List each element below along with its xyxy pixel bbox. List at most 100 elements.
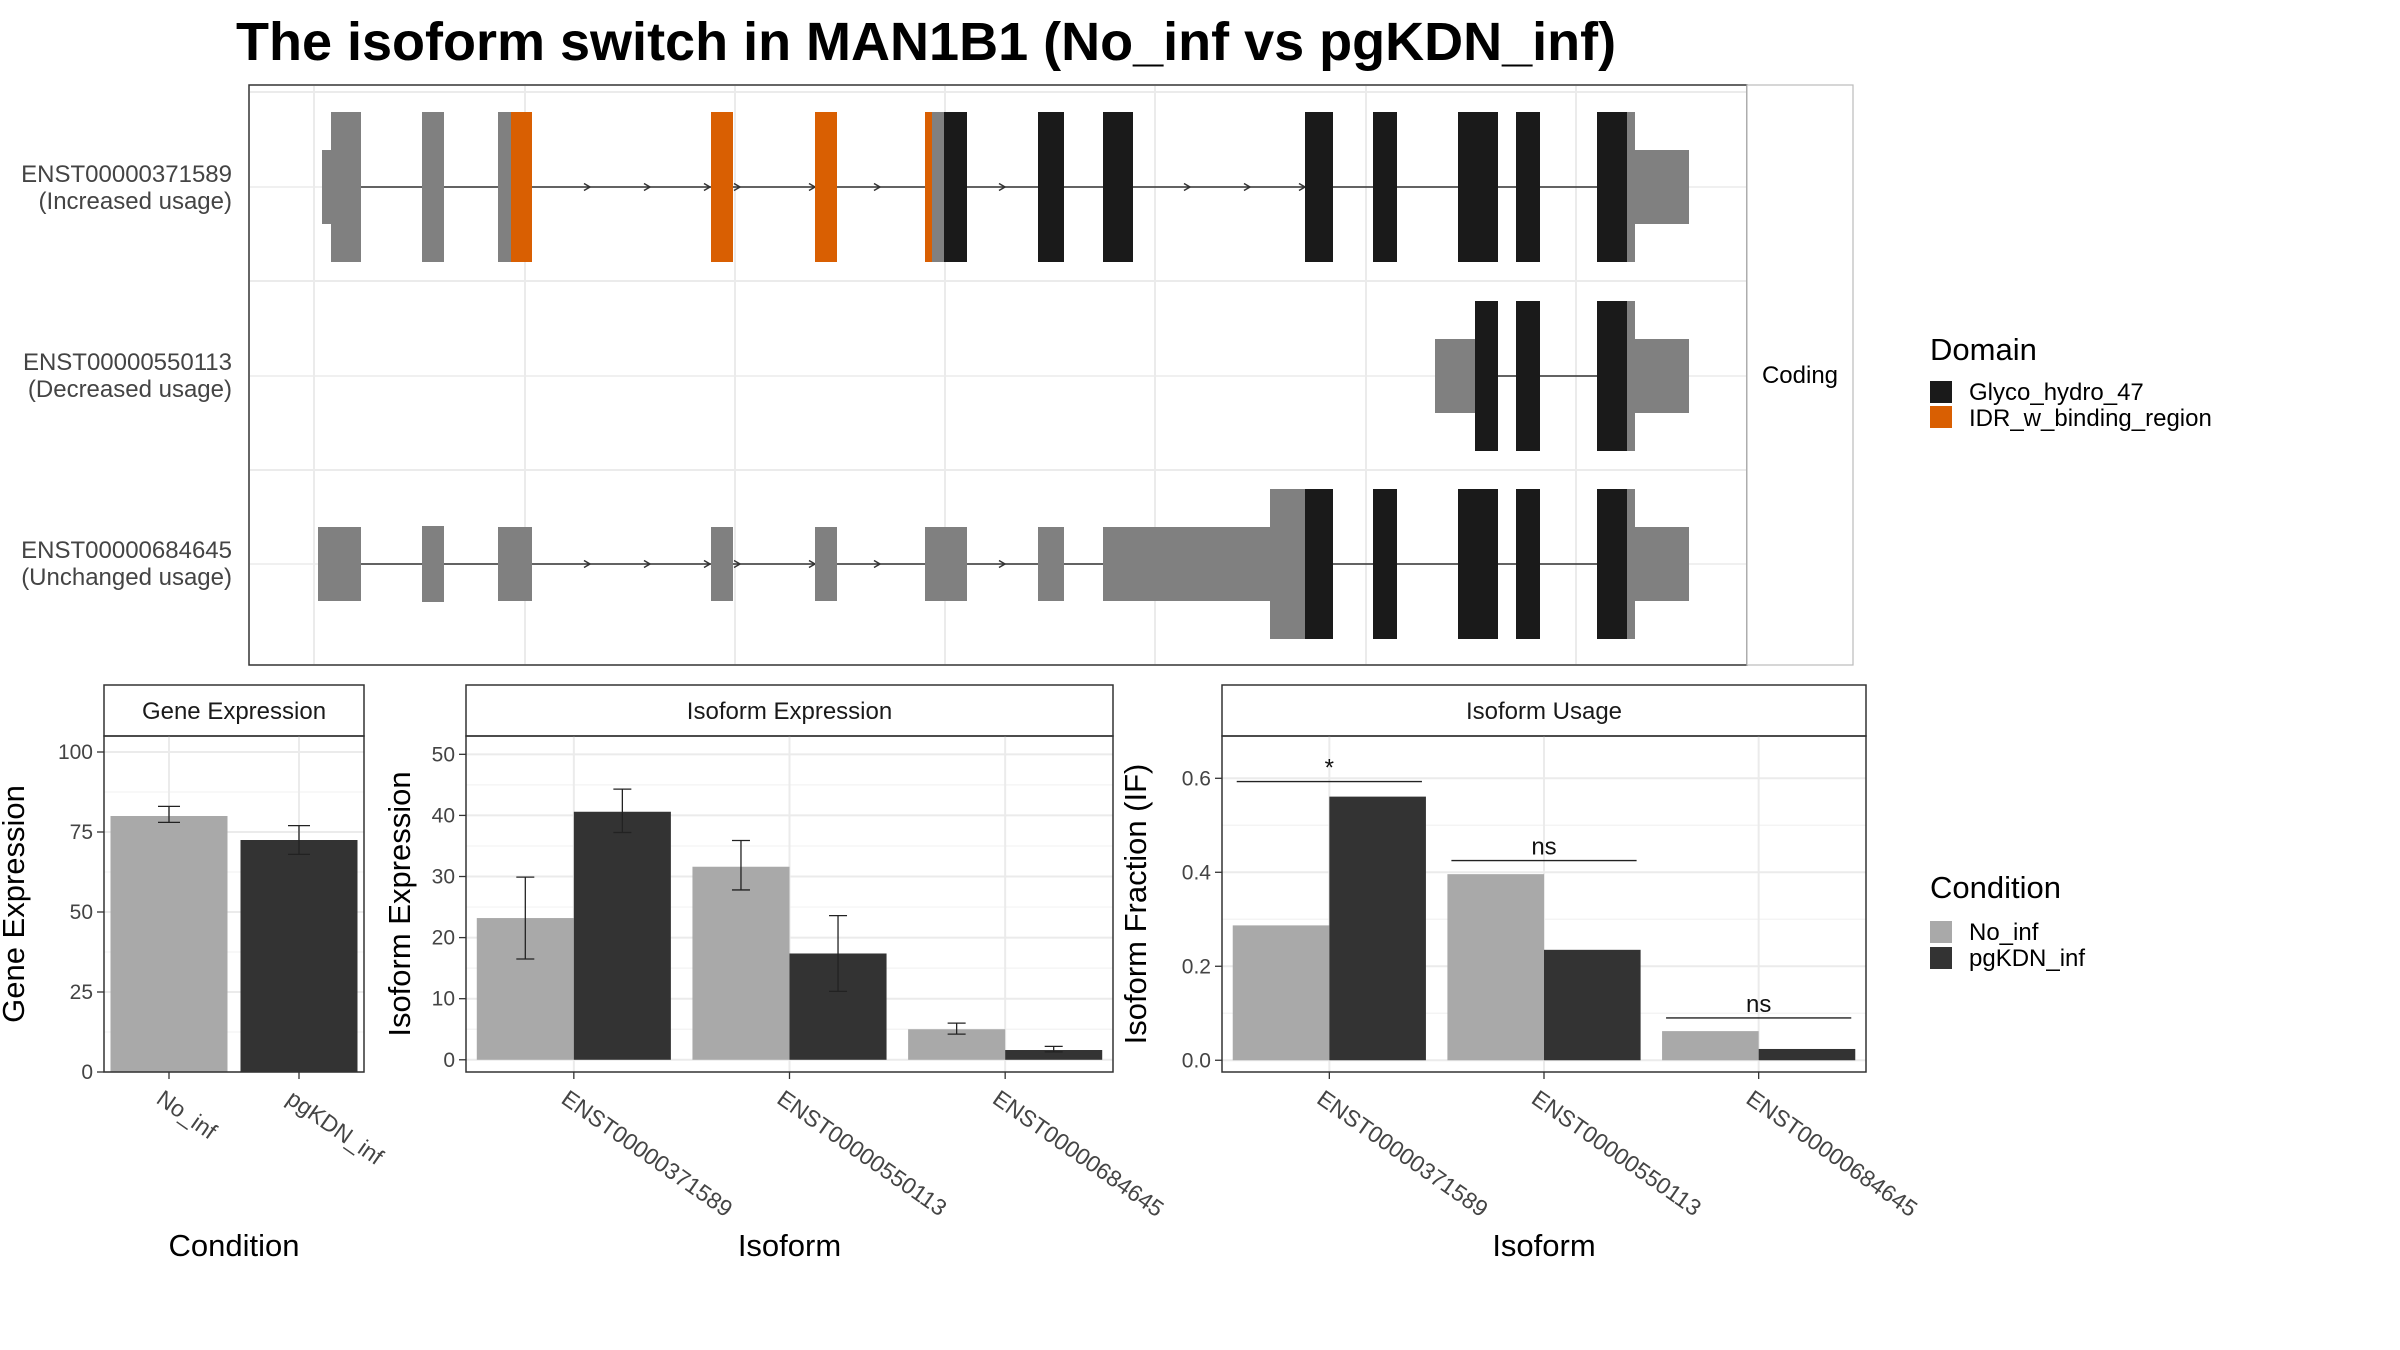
bar-pgKDN_inf-ENST00000371589 xyxy=(1329,796,1426,1061)
intron-arrow-3-8 xyxy=(998,559,1007,569)
exon-1-3 xyxy=(422,112,444,262)
y-axis-title: Isoform Expression xyxy=(382,771,417,1036)
legend-swatch-no-inf xyxy=(1930,921,1952,943)
exon-1-7 xyxy=(815,112,837,262)
y-tick-label: 75 xyxy=(70,821,93,844)
intron-arrow-1-8 xyxy=(998,182,1007,192)
condition-legend-title: Condition xyxy=(1930,870,2061,905)
exon-1-10 xyxy=(944,112,967,262)
legend-swatch-pgkdn-inf xyxy=(1930,947,1952,969)
bar-pgKDN_inf-ENST00000684645 xyxy=(1005,1050,1103,1060)
y-tick-label: 50 xyxy=(70,901,93,924)
exon-3-11 xyxy=(1373,489,1397,639)
exon-1-8 xyxy=(925,112,932,262)
exon-3-14 xyxy=(1597,489,1627,639)
condition-legend: Condition No_inf pgKDN_inf xyxy=(1930,870,2085,972)
x-tick-label: ENST00000550113 xyxy=(1527,1085,1706,1221)
x-axis-title: Condition xyxy=(169,1228,300,1263)
exon-3-3 xyxy=(498,527,532,601)
intron-arrow-1-9 xyxy=(1183,182,1192,192)
bar-No_inf-ENST00000550113 xyxy=(1447,874,1544,1061)
exon-1-4 xyxy=(498,112,511,262)
transcript-label-2: ENST00000550113 xyxy=(23,349,232,376)
exon-3-8 xyxy=(1103,527,1270,601)
y-tick-label: 0 xyxy=(443,1049,455,1072)
exon-1-13 xyxy=(1305,112,1333,262)
y-tick-label: 0.2 xyxy=(1182,955,1211,978)
intron-arrow-1-3 xyxy=(703,182,712,192)
exon-1-15 xyxy=(1458,112,1498,262)
bar-No_inf-ENST00000684645 xyxy=(1662,1031,1759,1061)
panel-bars xyxy=(110,805,358,1072)
y-tick-label: 0 xyxy=(81,1061,93,1084)
structure-exons xyxy=(318,112,1689,639)
exon-3-15 xyxy=(1627,489,1635,639)
x-tick-label: pgKDN_inf xyxy=(282,1085,389,1170)
transcript-label-3: ENST00000684645 xyxy=(21,537,232,564)
figure-title: The isoform switch in MAN1B1 (No_inf vs … xyxy=(236,12,1616,72)
exon-2-6 xyxy=(1635,339,1689,413)
x-axis-title: Isoform xyxy=(1492,1228,1595,1263)
bar-pgKDN_inf-ENST00000371589 xyxy=(573,811,671,1060)
exon-3-12 xyxy=(1458,489,1498,639)
y-axis-title: Gene Expression xyxy=(0,785,31,1023)
exon-1-12 xyxy=(1103,112,1133,262)
transcript-usage-3: (Unchanged usage) xyxy=(21,564,232,591)
gene-expression-panel: Gene Expression 0 25 50 75 100 No_inf pgKDN_inf… xyxy=(0,684,389,1263)
x-tick-label: ENST00000371589 xyxy=(1312,1085,1492,1222)
exon-1-1 xyxy=(322,150,332,224)
legend-label-pgkdn-inf: pgKDN_inf xyxy=(1969,945,2085,972)
intron-arrow-3-2 xyxy=(643,559,652,569)
y-tick-label: 20 xyxy=(432,927,455,950)
x-tick-label: ENST00000684645 xyxy=(1742,1085,1922,1222)
domain-legend: Domain Glyco_hydro_47 IDR_w_binding_regi… xyxy=(1930,332,2212,432)
y-tick-label: 50 xyxy=(432,743,455,766)
legend-label-idr: IDR_w_binding_region xyxy=(1969,405,2212,432)
intron-arrow-1-2 xyxy=(643,182,652,192)
exon-3-9 xyxy=(1270,489,1305,639)
exon-3-6 xyxy=(925,527,967,601)
y-tick-label: 25 xyxy=(70,981,93,1004)
y-tick-label: 0.0 xyxy=(1182,1049,1211,1072)
intron-arrow-3-3 xyxy=(703,559,712,569)
exon-1-5 xyxy=(511,112,532,262)
bar-No_inf-ENST00000371589 xyxy=(1232,925,1330,1061)
panel-strip-label: Gene Expression xyxy=(142,698,326,725)
exon-2-4 xyxy=(1597,301,1627,451)
exon-3-5 xyxy=(815,527,837,601)
intron-arrow-3-4 xyxy=(733,559,742,569)
transcript-structure-panel: Coding ENST00000371589 (Increased usage)… xyxy=(21,84,1854,666)
significance-label-1: * xyxy=(1325,755,1334,782)
x-tick-label: ENST00000371589 xyxy=(557,1085,737,1222)
y-tick-label: 30 xyxy=(432,866,455,889)
intron-arrow-1-1 xyxy=(583,182,592,192)
panel-bars xyxy=(1232,796,1856,1061)
exon-1-2 xyxy=(331,112,361,262)
panel-strip-label: Isoform Usage xyxy=(1466,698,1622,725)
y-axis-title: Isoform Fraction (IF) xyxy=(1118,764,1153,1045)
significance-label-2: ns xyxy=(1531,834,1556,861)
bar-No_inf xyxy=(110,816,228,1072)
bar-No_inf-ENST00000550113 xyxy=(692,866,790,1060)
exon-3-10 xyxy=(1305,489,1333,639)
intron-arrow-3-6 xyxy=(873,559,882,569)
exon-1-19 xyxy=(1635,150,1689,224)
exon-3-7 xyxy=(1038,527,1064,601)
transcript-label-1: ENST00000371589 xyxy=(21,161,232,188)
domain-legend-title: Domain xyxy=(1930,332,2037,367)
exon-3-2 xyxy=(422,526,444,602)
exon-1-17 xyxy=(1597,112,1627,262)
exon-2-1 xyxy=(1435,339,1475,413)
x-tick-label: No_inf xyxy=(152,1085,222,1145)
exon-1-16 xyxy=(1516,112,1540,262)
intron-arrow-1-4 xyxy=(733,182,742,192)
x-axis-title: Isoform xyxy=(738,1228,841,1263)
intron-arrow-1-10 xyxy=(1243,182,1252,192)
x-tick-label: ENST00000684645 xyxy=(988,1085,1168,1222)
y-tick-label: 100 xyxy=(58,741,93,764)
isoform-usage-panel: Isoform Usage * ns ns 0.0 0.2 0.4 0.6 ENST000003… xyxy=(1118,684,1922,1263)
facet-label-coding: Coding xyxy=(1762,362,1838,389)
panel-strip xyxy=(1221,684,1867,737)
exon-2-2 xyxy=(1475,301,1498,451)
